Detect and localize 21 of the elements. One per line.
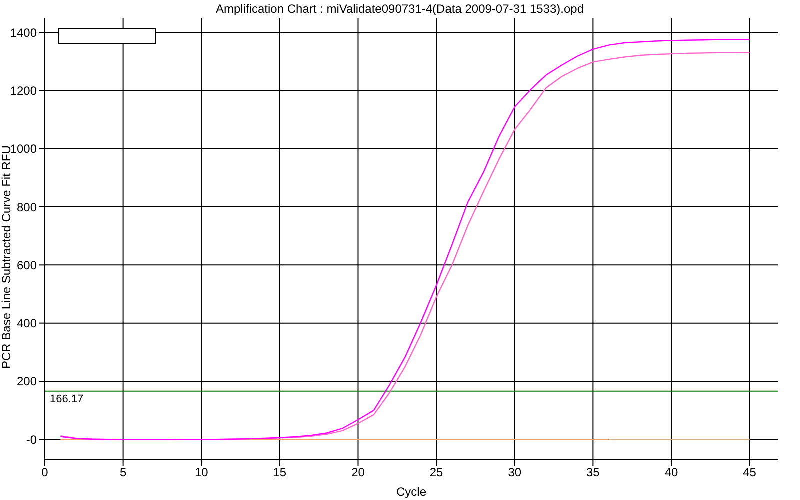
y-tick-label: 1200 bbox=[10, 84, 38, 98]
x-tick-label: 25 bbox=[430, 466, 444, 480]
x-tick-label: 20 bbox=[352, 466, 366, 480]
x-tick-label: 0 bbox=[42, 466, 49, 480]
x-tick-label: 30 bbox=[508, 466, 522, 480]
y-tick-label: 1000 bbox=[10, 142, 38, 156]
y-tick-label: 200 bbox=[16, 374, 38, 389]
x-tick-label: 40 bbox=[664, 466, 678, 480]
y-tick-label: -0 bbox=[26, 432, 38, 447]
y-tick-label: 600 bbox=[16, 258, 38, 272]
x-tick-label: 5 bbox=[120, 466, 127, 480]
x-axis-title: Cycle bbox=[396, 485, 427, 499]
y-tick-label: 800 bbox=[16, 200, 38, 214]
ref-line-label: 166.17 bbox=[50, 393, 84, 406]
x-tick-label: 15 bbox=[273, 466, 287, 480]
x-tick-label: 45 bbox=[743, 466, 757, 480]
x-tick-label: 10 bbox=[194, 466, 209, 480]
y-tick-label: 1400 bbox=[10, 26, 38, 40]
y-tick-label: 400 bbox=[16, 316, 38, 331]
x-tick-label: 35 bbox=[586, 466, 600, 480]
chart-title: Amplification Chart : miValidate090731-4(Data 2009-07-31 1533).opd bbox=[215, 2, 585, 16]
